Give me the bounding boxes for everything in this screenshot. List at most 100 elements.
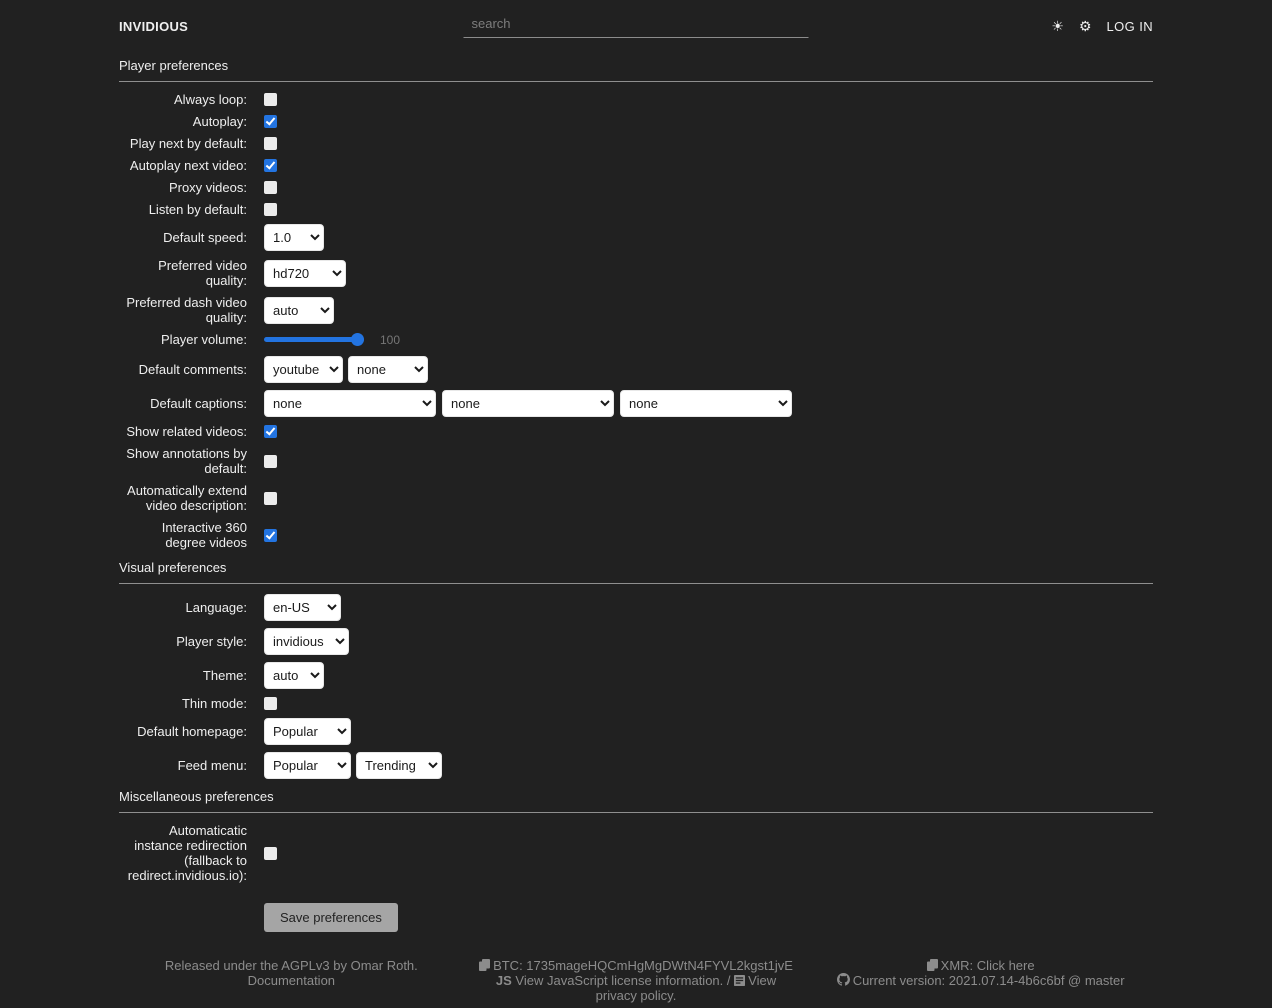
extend-description-checkbox[interactable] xyxy=(264,491,277,505)
row-language: Language: en-US xyxy=(119,594,1153,621)
field-label: Listen by default: xyxy=(148,202,247,217)
copy-icon xyxy=(926,959,938,971)
row-always-loop: Always loop: xyxy=(119,92,1153,107)
feed-menu-second-select[interactable]: Trending xyxy=(356,752,442,779)
row-theme: Theme: auto xyxy=(119,662,1153,689)
field-label: Interactive 360 degree videos xyxy=(161,520,247,550)
footer-separator: / xyxy=(726,973,731,988)
player-style-select[interactable]: invidious xyxy=(264,628,349,655)
dash-quality-select[interactable]: auto xyxy=(264,296,334,324)
proxy-videos-checkbox[interactable] xyxy=(264,181,277,194)
field-label: Player style: xyxy=(176,634,247,649)
js-license-link[interactable]: View JavaScript license information. xyxy=(515,973,724,988)
comments-second-select[interactable]: none xyxy=(348,356,428,383)
field-label: Autoplay next video: xyxy=(129,158,247,173)
row-360-videos: Interactive 360 degree videos xyxy=(119,520,1153,550)
row-instance-redirect: Automaticatic instance redirection (fall… xyxy=(119,823,1153,883)
field-label: Default speed: xyxy=(163,230,247,245)
document-icon xyxy=(734,975,746,986)
github-icon xyxy=(836,973,850,986)
section-title-visual: Visual preferences xyxy=(119,560,1153,584)
row-play-next: Play next by default: xyxy=(119,136,1153,151)
footer-donate-column: BTC: 1735mageHQCmHgMgDWtN4FYVL2kgst1jvE … xyxy=(464,958,809,1003)
row-player-volume: Player volume: 100 xyxy=(119,332,1153,347)
field-label: Proxy videos: xyxy=(168,180,247,195)
row-autoplay: Autoplay: xyxy=(119,114,1153,129)
footer: Released under the AGPLv3 by Omar Roth. … xyxy=(119,958,1153,1003)
related-videos-checkbox[interactable] xyxy=(264,425,277,438)
captions-third-select[interactable]: none xyxy=(620,390,792,417)
field-label: Language: xyxy=(185,600,247,615)
row-extend-description: Automatically extend video description: xyxy=(119,483,1153,513)
captions-first-select[interactable]: none xyxy=(264,390,436,417)
row-autoplay-next: Autoplay next video: xyxy=(119,158,1153,173)
autoplay-checkbox[interactable] xyxy=(264,115,277,128)
row-default-homepage: Default homepage: Popular xyxy=(119,718,1153,745)
interactive-360-checkbox[interactable] xyxy=(264,528,277,542)
login-link[interactable]: LOG IN xyxy=(1106,18,1153,34)
row-dash-quality: Preferred dash video quality: auto xyxy=(119,295,1153,325)
field-label: Player volume: xyxy=(161,332,247,347)
row-proxy-videos: Proxy videos: xyxy=(119,180,1153,195)
row-default-captions: Default captions: none none none xyxy=(119,390,1153,417)
btc-address: BTC: 1735mageHQCmHgMgDWtN4FYVL2kgst1jvE xyxy=(493,958,793,973)
privacy-policy-link[interactable]: View privacy policy. xyxy=(595,973,777,1003)
feed-menu-first-select[interactable]: Popular xyxy=(264,752,351,779)
thin-mode-checkbox[interactable] xyxy=(264,697,277,710)
autoplay-next-checkbox[interactable] xyxy=(264,159,277,172)
player-volume-value: 100 xyxy=(380,332,401,347)
footer-version-column: XMR: Click here Current version: 2021.07… xyxy=(808,958,1153,1003)
field-label: Preferred dash video quality: xyxy=(126,295,247,325)
field-label: Autoplay: xyxy=(192,114,247,129)
language-select[interactable]: en-US xyxy=(264,594,341,621)
field-label: Feed menu: xyxy=(177,758,247,773)
documentation-link[interactable]: Documentation xyxy=(247,973,336,988)
field-label: Default captions: xyxy=(150,396,247,411)
field-label: Default homepage: xyxy=(137,724,247,739)
row-feed-menu: Feed menu: Popular Trending xyxy=(119,752,1153,779)
sun-icon[interactable]: ☀ xyxy=(1051,18,1064,34)
footer-license-column: Released under the AGPLv3 by Omar Roth. … xyxy=(119,958,464,1003)
annotations-checkbox[interactable] xyxy=(264,454,277,468)
field-label: Show related videos: xyxy=(126,424,247,439)
always-loop-checkbox[interactable] xyxy=(264,93,277,106)
field-label: Show annotations by default: xyxy=(126,446,247,476)
row-video-quality: Preferred video quality: hd720 xyxy=(119,258,1153,288)
xmr-link[interactable]: Click here xyxy=(976,958,1035,973)
player-volume-slider[interactable] xyxy=(264,337,364,342)
search-form xyxy=(463,12,809,38)
license-text: Released under the AGPLv3 by Omar Roth. xyxy=(164,958,418,973)
homepage-select[interactable]: Popular xyxy=(264,718,351,745)
captions-second-select[interactable]: none xyxy=(442,390,614,417)
row-thin-mode: Thin mode: xyxy=(119,696,1153,711)
copy-icon xyxy=(479,959,491,971)
gear-icon[interactable]: ⚙ xyxy=(1078,18,1092,34)
theme-select[interactable]: auto xyxy=(264,662,324,689)
row-default-speed: Default speed: 1.0 xyxy=(119,224,1153,251)
search-input[interactable] xyxy=(463,12,809,38)
field-label: Automaticatic instance redirection (fall… xyxy=(127,823,247,883)
field-label: Automatically extend video description: xyxy=(127,483,247,513)
comments-first-select[interactable]: youtube xyxy=(264,356,343,383)
brand-logo[interactable]: INVIDIOUS xyxy=(119,18,189,34)
save-preferences-button[interactable]: Save preferences xyxy=(264,903,398,932)
row-annotations: Show annotations by default: xyxy=(119,446,1153,476)
topbar-right: ☀ ⚙ LOG IN xyxy=(1051,19,1153,34)
field-label: Play next by default: xyxy=(129,136,247,151)
video-quality-select[interactable]: hd720 xyxy=(264,259,346,287)
row-listen-default: Listen by default: xyxy=(119,202,1153,217)
field-label: Preferred video quality: xyxy=(158,258,247,288)
row-player-style: Player style: invidious xyxy=(119,628,1153,655)
row-related-videos: Show related videos: xyxy=(119,424,1153,439)
default-speed-select[interactable]: 1.0 xyxy=(264,224,324,251)
field-label: Theme: xyxy=(202,668,247,683)
field-label: Thin mode: xyxy=(181,696,247,711)
instance-redirect-checkbox[interactable] xyxy=(264,846,277,860)
listen-default-checkbox[interactable] xyxy=(264,203,277,216)
row-default-comments: Default comments: youtube none xyxy=(119,356,1153,383)
play-next-checkbox[interactable] xyxy=(264,137,277,150)
version-text: Current version: 2021.07.14-4b6c6bf @ ma… xyxy=(852,973,1125,988)
field-label: Default comments: xyxy=(138,362,247,377)
top-bar: INVIDIOUS ☀ ⚙ LOG IN xyxy=(119,0,1153,48)
field-label: Always loop: xyxy=(174,92,247,107)
